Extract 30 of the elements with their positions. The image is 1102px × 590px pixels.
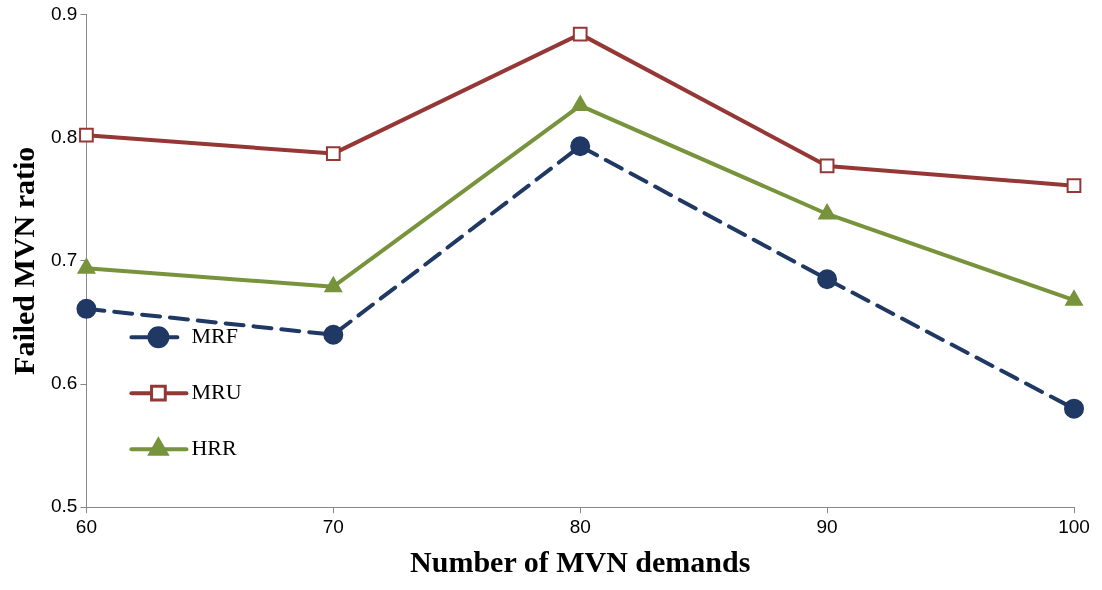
point xyxy=(1065,290,1083,306)
x-axis-title: Number of MVN demands xyxy=(410,544,751,578)
legend-label: MRU xyxy=(191,378,242,404)
y-tick-label: 0.9 xyxy=(50,2,78,24)
x-tick-label: 80 xyxy=(569,515,591,537)
point xyxy=(1064,398,1084,419)
x-tick-label: 100 xyxy=(1058,515,1090,537)
point xyxy=(324,276,343,293)
y-tick-label: 0.5 xyxy=(50,495,78,517)
y-axis-title: Failed MVN ratio xyxy=(6,146,40,375)
x-tick-label: 70 xyxy=(322,515,344,537)
point xyxy=(818,203,836,220)
point xyxy=(819,158,835,174)
legend-label: HRR xyxy=(191,434,237,460)
point xyxy=(323,324,344,345)
point xyxy=(76,298,97,319)
point xyxy=(572,26,588,42)
x-tick-label: 90 xyxy=(816,515,838,537)
y-tick-label: 0.6 xyxy=(50,372,78,394)
legend-label: MRF xyxy=(191,322,238,348)
point xyxy=(79,127,94,143)
point xyxy=(817,269,838,290)
y-tick-label: 0.7 xyxy=(50,249,78,271)
point xyxy=(570,136,591,157)
point xyxy=(325,146,341,161)
point xyxy=(77,258,96,274)
y-tick-label: 0.8 xyxy=(50,125,78,147)
point xyxy=(571,95,589,112)
point xyxy=(1066,178,1082,194)
x-tick-label: 60 xyxy=(75,515,97,537)
